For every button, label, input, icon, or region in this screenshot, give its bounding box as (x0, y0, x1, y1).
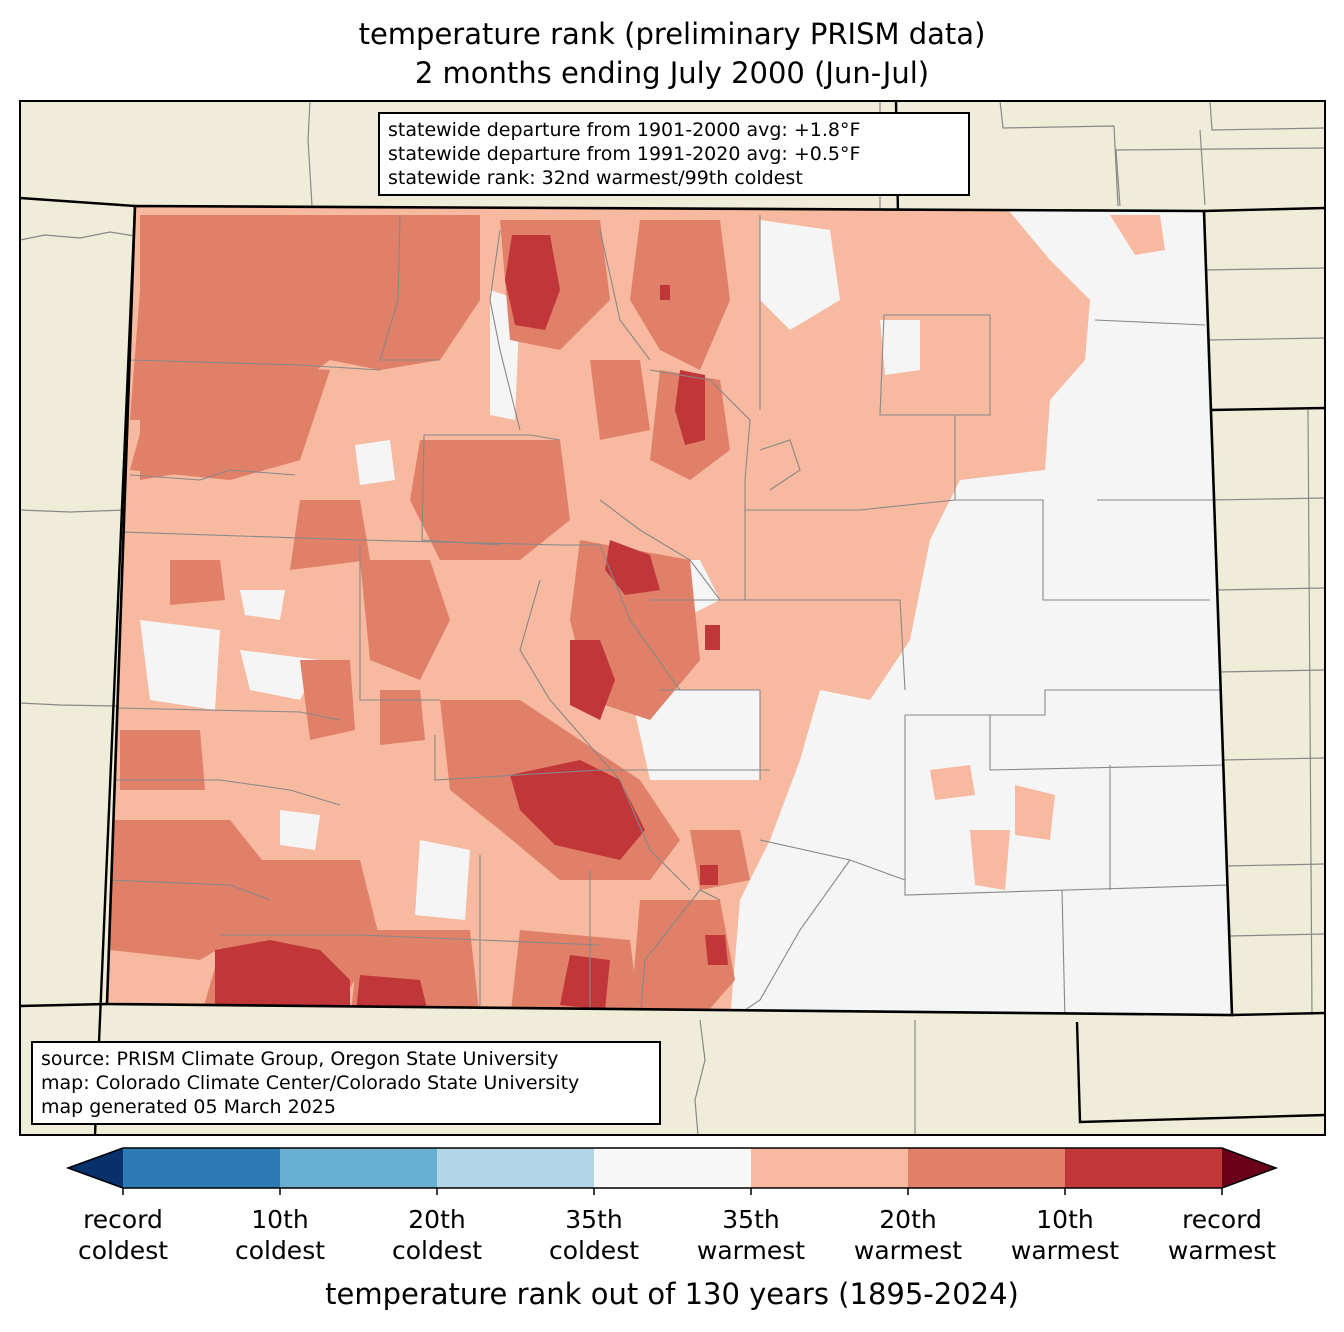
tick-label-line1: record (83, 1205, 163, 1234)
stats-line-1991-avg: statewide departure from 1991-2020 avg: … (388, 143, 861, 165)
tick-label-line1: 35th (722, 1205, 780, 1234)
colorbar-segment (908, 1148, 1066, 1188)
tick-label-line2: warmest (1010, 1236, 1120, 1265)
colorado-temperature-field (107, 206, 1232, 1015)
colorbar-segment (751, 1148, 909, 1188)
map-frame (19, 100, 1326, 1136)
stats-line-rank: statewide rank: 32nd warmest/99th coldes… (388, 167, 803, 189)
tick-label-line2: warmest (853, 1236, 963, 1265)
source-box: source: PRISM Climate Group, Oregon Stat… (31, 1041, 661, 1125)
colorbar-tick-label: 35th warmest (666, 1204, 836, 1266)
tick-label-line1: record (1182, 1205, 1262, 1234)
tick-label-line2: coldest (548, 1236, 640, 1265)
tick-label-line1: 10th (251, 1205, 309, 1234)
map-title-line2: 2 months ending July 2000 (Jun-Jul) (414, 56, 930, 90)
colorbar-tick-label: record coldest (38, 1204, 208, 1266)
tick-label-line1: 20th (879, 1205, 937, 1234)
tick-label-line2: coldest (391, 1236, 483, 1265)
colorbar-arrow-record-warmest (1222, 1148, 1276, 1188)
colorbar-tick-label: record warmest (1137, 1204, 1307, 1266)
tick-label-line2: coldest (77, 1236, 169, 1265)
colorbar-segment (437, 1148, 595, 1188)
map-credit-line: map: Colorado Climate Center/Colorado St… (41, 1072, 580, 1094)
generated-date-line: map generated 05 March 2025 (41, 1096, 336, 1118)
tick-label-line2: warmest (696, 1236, 806, 1265)
colorbar-segment (594, 1148, 752, 1188)
colorbar-title: temperature rank out of 130 years (1895-… (325, 1277, 1019, 1311)
colorbar-arrow-record-coldest (68, 1148, 123, 1188)
map-title-line1: temperature rank (preliminary PRISM data… (358, 17, 986, 51)
colorbar-tick-label: 10th warmest (980, 1204, 1150, 1266)
neighbor-boundaries (20, 101, 1325, 1135)
colorbar-tick-label: 10th coldest (195, 1204, 365, 1266)
colorado-border (105, 204, 1234, 1017)
tick-label-line2: coldest (234, 1236, 326, 1265)
colorbar-segment (1065, 1148, 1223, 1188)
colorbar-tick-label: 20th coldest (352, 1204, 522, 1266)
tick-label-line2: warmest (1167, 1236, 1277, 1265)
source-line: source: PRISM Climate Group, Oregon Stat… (41, 1048, 559, 1070)
stats-line-1900-avg: statewide departure from 1901-2000 avg: … (388, 119, 861, 141)
colorbar-tick-label: 20th warmest (823, 1204, 993, 1266)
tick-label-line1: 10th (1036, 1205, 1094, 1234)
colorbar (65, 1147, 1279, 1195)
colorbar-segment (123, 1148, 281, 1188)
colorbar-tick-label: 35th coldest (509, 1204, 679, 1266)
tick-label-line1: 20th (408, 1205, 466, 1234)
tick-label-line1: 35th (565, 1205, 623, 1234)
colorbar-segment (280, 1148, 438, 1188)
statewide-stats-box: statewide departure from 1901-2000 avg: … (378, 112, 970, 196)
